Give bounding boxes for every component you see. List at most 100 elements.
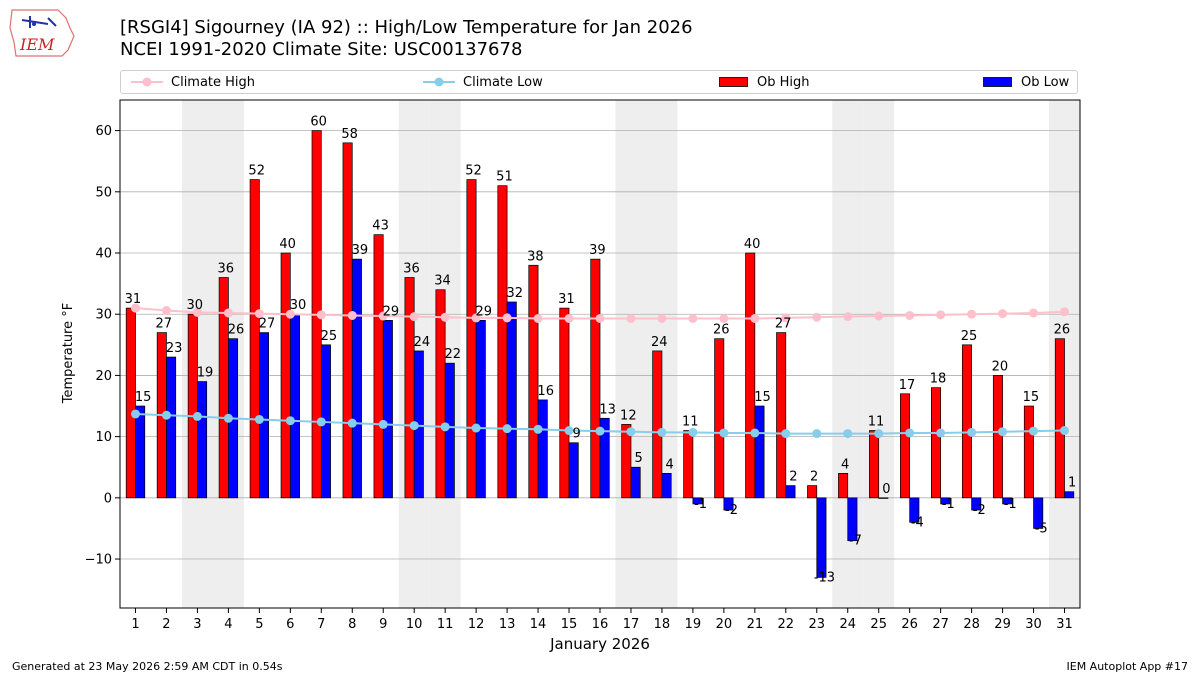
ob-low-bar [166, 356, 177, 499]
ob-low-label: 32 [506, 286, 523, 301]
climate-low-point [719, 428, 729, 438]
x-tick-label: 22 [778, 617, 795, 632]
ob-low-label: -2 [973, 503, 986, 518]
x-tick-label: 30 [1025, 617, 1042, 632]
ob-high-bar [125, 307, 136, 499]
x-tick-label: 28 [963, 617, 980, 632]
climate-high-point [1029, 308, 1039, 318]
ob-high-label: 43 [372, 219, 389, 234]
ob-high-label: 40 [279, 237, 296, 252]
climate-high-point [285, 309, 295, 319]
ob-low-label: -7 [849, 534, 862, 549]
y-tick-label: 60 [95, 124, 112, 139]
climate-high-point [812, 312, 822, 322]
ob-high-label: 34 [434, 274, 451, 289]
x-tick-label: 5 [255, 617, 263, 632]
ob-low-label: 25 [321, 329, 338, 344]
climate-low-point [1060, 426, 1070, 436]
ob-low-label: 15 [754, 390, 771, 405]
ob-low-label: 19 [197, 366, 214, 381]
x-tick-label: 17 [623, 617, 640, 632]
x-tick-label: 14 [530, 617, 547, 632]
ob-low-bar [289, 313, 300, 499]
legend-ob-low: Ob Low [983, 71, 1069, 93]
legend-climate-high: Climate High [131, 71, 255, 93]
ob-low-bar [723, 497, 734, 511]
x-tick-label: 11 [437, 617, 454, 632]
ob-high-label: 60 [310, 115, 327, 130]
ob-high-label: 17 [899, 378, 916, 393]
climate-low-point [378, 419, 388, 429]
ob-high-label: 52 [465, 164, 482, 179]
x-tick-label: 21 [747, 617, 764, 632]
ob-low-label: -2 [725, 503, 738, 518]
legend-ob-high: Ob High [719, 71, 810, 93]
climate-low-point [626, 427, 636, 437]
climate-low-point [502, 424, 512, 434]
ob-high-label: 15 [1023, 390, 1040, 405]
ob-high-bar [652, 350, 663, 499]
ob-high-bar [497, 185, 508, 499]
climate-low-point [936, 428, 946, 438]
y-tick-label: 30 [95, 308, 112, 323]
climate-high-point [843, 312, 853, 322]
climate-low-point [161, 410, 171, 420]
x-tick-label: 1 [131, 617, 139, 632]
ob-high-bar [714, 338, 725, 499]
ob-high-bar [559, 307, 570, 499]
ob-high-label: 4 [841, 457, 849, 472]
ob-low-bar [506, 301, 517, 499]
ob-low-label: 1 [1068, 476, 1076, 491]
ob-high-bar [373, 234, 384, 499]
climate-low-point [781, 429, 791, 439]
climate-high-point [378, 311, 388, 321]
ob-high-bar [280, 252, 291, 499]
climate-high-point [409, 312, 419, 322]
x-axis-label: January 2026 [549, 635, 650, 653]
x-tick-label: 3 [193, 617, 201, 632]
y-tick-label: 10 [95, 430, 112, 445]
ob-high-label: 18 [930, 372, 947, 387]
ob-high-bar [931, 387, 941, 499]
ob-high-label: 24 [651, 335, 668, 350]
ob-low-label: -5 [1035, 521, 1048, 536]
x-tick-label: 4 [224, 617, 232, 632]
ob-high-bar [869, 430, 880, 499]
ob-low-bar [785, 485, 796, 499]
ob-low-bar [754, 405, 765, 499]
ob-high-bar [807, 485, 818, 499]
ob-high-bar [466, 179, 477, 499]
climate-low-point [192, 411, 202, 421]
ob-low-label: 30 [290, 298, 307, 313]
climate-high-point [750, 314, 760, 324]
ob-low-label: 29 [476, 304, 493, 319]
climate-high-point [626, 314, 636, 324]
y-tick-label: 20 [95, 369, 112, 384]
ob-low-bar [475, 319, 486, 499]
ob-high-label: 31 [125, 292, 142, 307]
ob-low-label: 5 [634, 451, 642, 466]
ob-high-label: 40 [744, 237, 761, 252]
x-tick-label: 12 [468, 617, 485, 632]
climate-low-point [657, 427, 667, 437]
ob-high-bar [187, 313, 198, 499]
x-tick-label: 31 [1056, 617, 1073, 632]
ob-low-label: -13 [814, 570, 835, 585]
ob-low-bar [630, 466, 641, 499]
climate-high-point [967, 309, 977, 319]
ob-high-label: 39 [589, 243, 606, 258]
ob-low-bar [971, 497, 982, 511]
climate-low-point [750, 428, 760, 438]
x-tick-label: 2 [162, 617, 170, 632]
ob-high-label: 36 [403, 261, 420, 276]
climate-low-point [347, 418, 357, 428]
ob-low-label: 27 [259, 317, 276, 332]
footer-app: IEM Autoplot App #17 [1066, 660, 1189, 673]
climate-high-point [192, 307, 202, 317]
ob-low-bar [1064, 491, 1075, 499]
ob-low-label: 16 [537, 384, 554, 399]
ob-high-bar [992, 375, 1003, 499]
climate-high-point [657, 314, 667, 324]
ob-high-bar [342, 142, 353, 499]
